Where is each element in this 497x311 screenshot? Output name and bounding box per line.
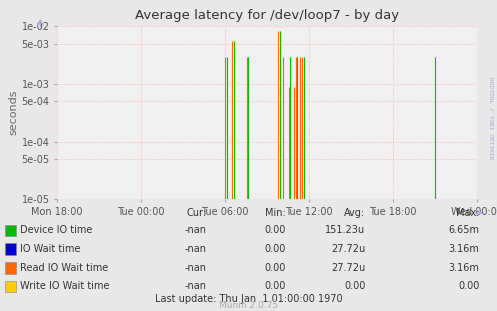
- Text: Cur:: Cur:: [186, 208, 206, 218]
- Text: 27.72u: 27.72u: [331, 244, 365, 254]
- Text: Last update: Thu Jan  1 01:00:00 1970: Last update: Thu Jan 1 01:00:00 1970: [155, 294, 342, 304]
- Text: Munin 2.0.75: Munin 2.0.75: [219, 301, 278, 310]
- Text: 0.00: 0.00: [458, 281, 480, 291]
- Text: Avg:: Avg:: [344, 208, 365, 218]
- Text: Write IO Wait time: Write IO Wait time: [20, 281, 109, 291]
- Text: -nan: -nan: [184, 263, 206, 273]
- Text: 3.16m: 3.16m: [449, 244, 480, 254]
- Text: Min:: Min:: [265, 208, 286, 218]
- Y-axis label: seconds: seconds: [8, 90, 18, 136]
- Text: 27.72u: 27.72u: [331, 263, 365, 273]
- Text: 0.00: 0.00: [264, 225, 286, 235]
- Text: 0.00: 0.00: [264, 263, 286, 273]
- Text: -nan: -nan: [184, 281, 206, 291]
- Text: 6.65m: 6.65m: [449, 225, 480, 235]
- Text: -nan: -nan: [184, 244, 206, 254]
- Text: IO Wait time: IO Wait time: [20, 244, 81, 254]
- Text: 3.16m: 3.16m: [449, 263, 480, 273]
- Text: Device IO time: Device IO time: [20, 225, 92, 235]
- Text: 0.00: 0.00: [264, 281, 286, 291]
- Text: 151.23u: 151.23u: [325, 225, 365, 235]
- Text: RRDTOOL / TOBI OETIKER: RRDTOOL / TOBI OETIKER: [489, 77, 494, 160]
- Text: Read IO Wait time: Read IO Wait time: [20, 263, 108, 273]
- Text: 0.00: 0.00: [264, 244, 286, 254]
- Title: Average latency for /dev/loop7 - by day: Average latency for /dev/loop7 - by day: [135, 10, 399, 22]
- Text: 0.00: 0.00: [344, 281, 365, 291]
- Text: -nan: -nan: [184, 225, 206, 235]
- Text: Max:: Max:: [456, 208, 480, 218]
